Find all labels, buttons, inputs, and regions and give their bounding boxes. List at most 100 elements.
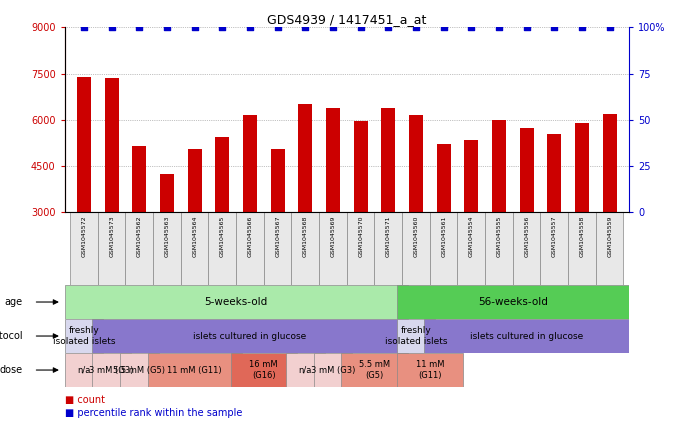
- FancyBboxPatch shape: [70, 212, 98, 285]
- Text: n/a: n/a: [299, 365, 312, 374]
- FancyBboxPatch shape: [126, 212, 153, 285]
- Point: [577, 24, 588, 31]
- Text: 16 mM
(G16): 16 mM (G16): [250, 360, 278, 380]
- Text: GSM1045560: GSM1045560: [413, 216, 418, 257]
- Point: [272, 24, 283, 31]
- Bar: [243, 115, 257, 212]
- Text: islets cultured in glucose: islets cultured in glucose: [193, 332, 307, 341]
- FancyBboxPatch shape: [396, 285, 629, 319]
- Point: [438, 24, 449, 31]
- Text: 56-weeks-old: 56-weeks-old: [478, 297, 547, 307]
- Text: GSM1045556: GSM1045556: [524, 216, 529, 257]
- Text: GSM1045573: GSM1045573: [109, 216, 114, 258]
- FancyBboxPatch shape: [347, 212, 375, 285]
- FancyBboxPatch shape: [209, 212, 236, 285]
- Text: GSM1045555: GSM1045555: [496, 216, 501, 257]
- Bar: [409, 115, 423, 212]
- Point: [355, 24, 366, 31]
- Bar: [464, 140, 478, 212]
- Text: 3 mM (G3): 3 mM (G3): [90, 365, 134, 374]
- FancyBboxPatch shape: [319, 212, 347, 285]
- Text: 5.5 mM
(G5): 5.5 mM (G5): [359, 360, 390, 380]
- FancyBboxPatch shape: [92, 353, 131, 387]
- Text: GSM1045564: GSM1045564: [192, 216, 197, 257]
- FancyBboxPatch shape: [341, 353, 408, 387]
- FancyBboxPatch shape: [231, 353, 297, 387]
- Point: [521, 24, 532, 31]
- Text: freshly
isolated islets: freshly isolated islets: [53, 326, 115, 346]
- Text: GSM1045561: GSM1045561: [441, 216, 446, 257]
- Point: [106, 24, 117, 31]
- Text: GSM1045572: GSM1045572: [82, 216, 86, 258]
- Bar: [602, 114, 617, 212]
- Point: [78, 24, 89, 31]
- Bar: [188, 149, 201, 212]
- Point: [245, 24, 256, 31]
- Text: GSM1045559: GSM1045559: [607, 216, 612, 257]
- FancyBboxPatch shape: [286, 353, 324, 387]
- Bar: [105, 78, 118, 212]
- Bar: [547, 134, 561, 212]
- Text: GSM1045563: GSM1045563: [165, 216, 169, 257]
- Text: islets cultured in glucose: islets cultured in glucose: [470, 332, 583, 341]
- Point: [466, 24, 477, 31]
- Text: GSM1045566: GSM1045566: [248, 216, 252, 257]
- FancyBboxPatch shape: [568, 212, 596, 285]
- Bar: [437, 144, 451, 212]
- Bar: [520, 127, 534, 212]
- FancyBboxPatch shape: [458, 212, 485, 285]
- Text: GSM1045565: GSM1045565: [220, 216, 225, 257]
- FancyBboxPatch shape: [181, 212, 209, 285]
- FancyBboxPatch shape: [148, 353, 241, 387]
- Text: GSM1045568: GSM1045568: [303, 216, 308, 257]
- Point: [162, 24, 173, 31]
- FancyBboxPatch shape: [120, 353, 158, 387]
- FancyBboxPatch shape: [98, 212, 126, 285]
- Bar: [326, 107, 340, 212]
- Text: ■ count: ■ count: [65, 395, 105, 405]
- Point: [328, 24, 339, 31]
- FancyBboxPatch shape: [153, 212, 181, 285]
- Text: protocol: protocol: [0, 331, 22, 341]
- Text: ■ percentile rank within the sample: ■ percentile rank within the sample: [65, 408, 242, 418]
- FancyBboxPatch shape: [92, 319, 408, 353]
- Text: 5.5 mM (G5): 5.5 mM (G5): [114, 365, 165, 374]
- Text: GSM1045570: GSM1045570: [358, 216, 363, 257]
- Point: [605, 24, 615, 31]
- Point: [549, 24, 560, 31]
- FancyBboxPatch shape: [513, 212, 541, 285]
- FancyBboxPatch shape: [430, 212, 458, 285]
- Point: [383, 24, 394, 31]
- FancyBboxPatch shape: [402, 212, 430, 285]
- FancyBboxPatch shape: [313, 353, 352, 387]
- Text: age: age: [4, 297, 22, 307]
- Text: 5-weeks-old: 5-weeks-old: [205, 297, 268, 307]
- Bar: [216, 137, 229, 212]
- FancyBboxPatch shape: [264, 212, 292, 285]
- Bar: [575, 123, 589, 212]
- Text: GSM1045562: GSM1045562: [137, 216, 142, 257]
- FancyBboxPatch shape: [236, 212, 264, 285]
- FancyBboxPatch shape: [375, 212, 402, 285]
- FancyBboxPatch shape: [485, 212, 513, 285]
- Text: GSM1045554: GSM1045554: [469, 216, 474, 257]
- FancyBboxPatch shape: [292, 212, 319, 285]
- Point: [494, 24, 505, 31]
- Text: GSM1045567: GSM1045567: [275, 216, 280, 257]
- Bar: [160, 174, 174, 212]
- Bar: [271, 149, 284, 212]
- FancyBboxPatch shape: [396, 353, 463, 387]
- Point: [300, 24, 311, 31]
- Bar: [354, 121, 368, 212]
- Bar: [299, 104, 312, 212]
- Text: 11 mM
(G11): 11 mM (G11): [415, 360, 444, 380]
- Point: [134, 24, 145, 31]
- Text: 3 mM (G3): 3 mM (G3): [311, 365, 355, 374]
- FancyBboxPatch shape: [65, 285, 408, 319]
- Text: GSM1045557: GSM1045557: [551, 216, 557, 257]
- FancyBboxPatch shape: [65, 353, 103, 387]
- Text: GSM1045571: GSM1045571: [386, 216, 391, 257]
- Text: 11 mM (G11): 11 mM (G11): [167, 365, 222, 374]
- Text: GSM1045558: GSM1045558: [579, 216, 585, 257]
- FancyBboxPatch shape: [541, 212, 568, 285]
